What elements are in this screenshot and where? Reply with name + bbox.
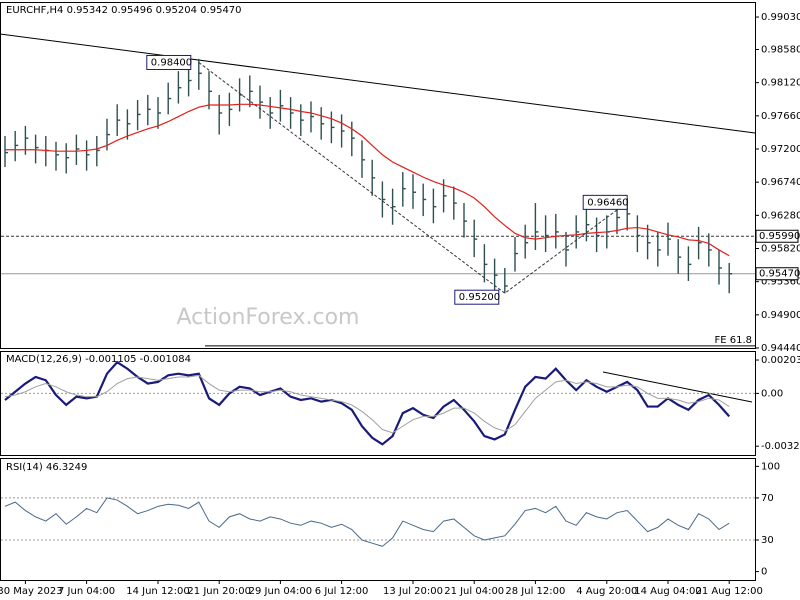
rsi-panel-frame [0,458,756,581]
x-tick-label: 21 Jun 20:00 [187,586,251,597]
indicator-line [4,497,730,547]
y-tick-label: 0.97200 [761,144,800,155]
y-tick-label: 0.98580 [761,45,800,56]
y-tick-label: 0.98120 [761,78,800,89]
y-tick-label: 0.95820 [761,244,800,255]
zigzag [198,62,628,294]
y-tick-label: 0.95360 [761,277,800,288]
price-panel-frame [0,2,756,349]
indicator-line [4,374,730,434]
y-tick-label: 30 [761,535,774,546]
x-tick-label: 7 Jun 04:00 [58,586,115,597]
y-tick-label: 0.96740 [761,177,800,188]
macd-panel-frame [0,351,756,456]
x-tick-label: 21 Jul 04:00 [444,586,504,597]
y-tick-label: 0 [761,567,767,578]
x-tick-label: 29 Jun 04:00 [249,586,313,597]
price-level-box [755,267,799,281]
indicator-line [4,360,731,446]
x-tick-label: 28 Jul 12:00 [505,586,565,597]
x-tick-label: 30 May 2023 [0,586,63,597]
y-tick-label: 0.96280 [761,210,800,221]
fe-label: FE 61.8 [714,335,752,346]
x-tick-label: 21 Aug 12:00 [695,586,762,597]
y-tick-label: 0.97660 [761,111,800,122]
price-level-label: 0.95470 [759,269,800,280]
price-level-label: 0.95990 [759,231,800,242]
trendline [0,33,756,134]
y-tick-label: 0.94900 [761,310,800,321]
price-title: EURCHF,H4 0.95342 0.95496 0.95204 0.9547… [6,5,242,16]
rsi-title: RSI(14) 46.3249 [6,462,87,473]
y-tick-label: 70 [761,493,774,504]
macd-trendline [602,371,753,403]
annotation-label: 0.96460 [587,197,628,208]
annotation-box [146,54,192,70]
annotation-box [582,194,628,210]
moving-average [5,103,730,257]
x-tick-label: 14 Jun 12:00 [126,586,190,597]
price-level-box [755,229,799,243]
y-tick-label: 0.94440 [761,343,800,354]
watermark: ActionForex.com [177,305,360,330]
macd-title: MACD(12,26,9) -0.001105 -0.001084 [6,354,191,365]
x-tick-label: 6 Jul 12:00 [315,586,369,597]
y-tick-label: 0.00 [761,388,783,399]
y-tick-label: 0.002031 [761,355,800,366]
x-tick-label: 14 Aug 04:00 [634,586,701,597]
annotation-label: 0.95200 [459,292,500,303]
y-tick-label: 0.99030 [761,12,800,23]
y-tick-label: 100 [761,461,780,472]
y-tick-label: -0.003214 [761,441,800,452]
annotation-label: 0.98400 [151,57,192,68]
annotation-box [454,289,500,305]
x-tick-label: 4 Aug 20:00 [576,586,637,597]
x-tick-label: 13 Jul 20:00 [383,586,443,597]
